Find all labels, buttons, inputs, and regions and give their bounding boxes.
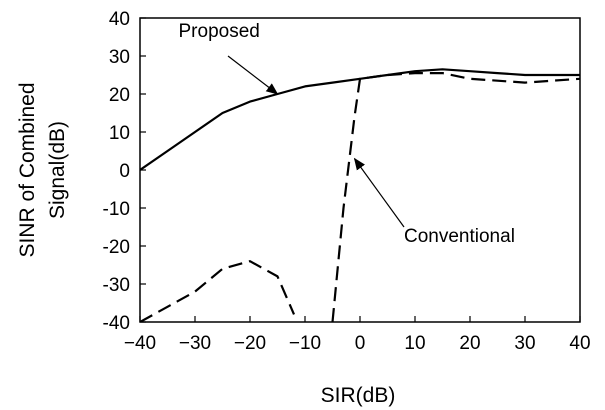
x-tick-label: −30 — [179, 333, 211, 354]
annotation-conventional-arrow — [353, 157, 405, 228]
annotations: Proposed Conventional — [179, 21, 515, 247]
plot-frame — [139, 17, 581, 323]
x-tick-label: −40 — [124, 333, 156, 354]
y-axis-label-line2: Signal(dB) — [46, 121, 69, 219]
x-tick-label: 20 — [459, 333, 480, 354]
y-tick-label: 0 — [119, 161, 130, 182]
series-lines — [140, 68, 580, 322]
y-tick-label: 40 — [109, 9, 130, 30]
series-line-conventional — [331, 72, 580, 322]
y-axis-label-line1: SINR of Combined — [16, 82, 39, 257]
x-tick-label: 10 — [404, 333, 425, 354]
x-tick-label: 0 — [355, 333, 366, 354]
annotation-proposed-label: Proposed — [179, 21, 260, 42]
y-tick-label: -10 — [103, 199, 130, 220]
y-axis-label: SINR of Combined Signal(dB) — [16, 82, 69, 257]
y-tick-label: -20 — [103, 237, 130, 258]
annotation-conventional-label: Conventional — [404, 226, 515, 247]
x-tick-label: 40 — [569, 333, 590, 354]
y-tick-label: -30 — [103, 275, 130, 296]
y-tick-label: -40 — [103, 313, 130, 334]
x-tick-labels: −40 −30 −20 −10 0 10 20 30 40 — [124, 316, 591, 354]
y-tick-label: 10 — [109, 123, 130, 144]
y-tick-label: 20 — [109, 85, 130, 106]
y-tick-label: 30 — [109, 47, 130, 68]
x-tick-label: 30 — [514, 333, 535, 354]
annotation-proposed-arrow — [227, 55, 279, 95]
x-tick-label: −20 — [234, 333, 266, 354]
y-tick-labels: 40 30 20 10 0 -10 -20 -30 -40 — [103, 9, 146, 334]
x-axis-label: SIR(dB) — [321, 384, 396, 407]
plot-area — [139, 17, 581, 323]
x-tick-label: −10 — [289, 333, 321, 354]
series-line-conventional — [140, 260, 296, 322]
